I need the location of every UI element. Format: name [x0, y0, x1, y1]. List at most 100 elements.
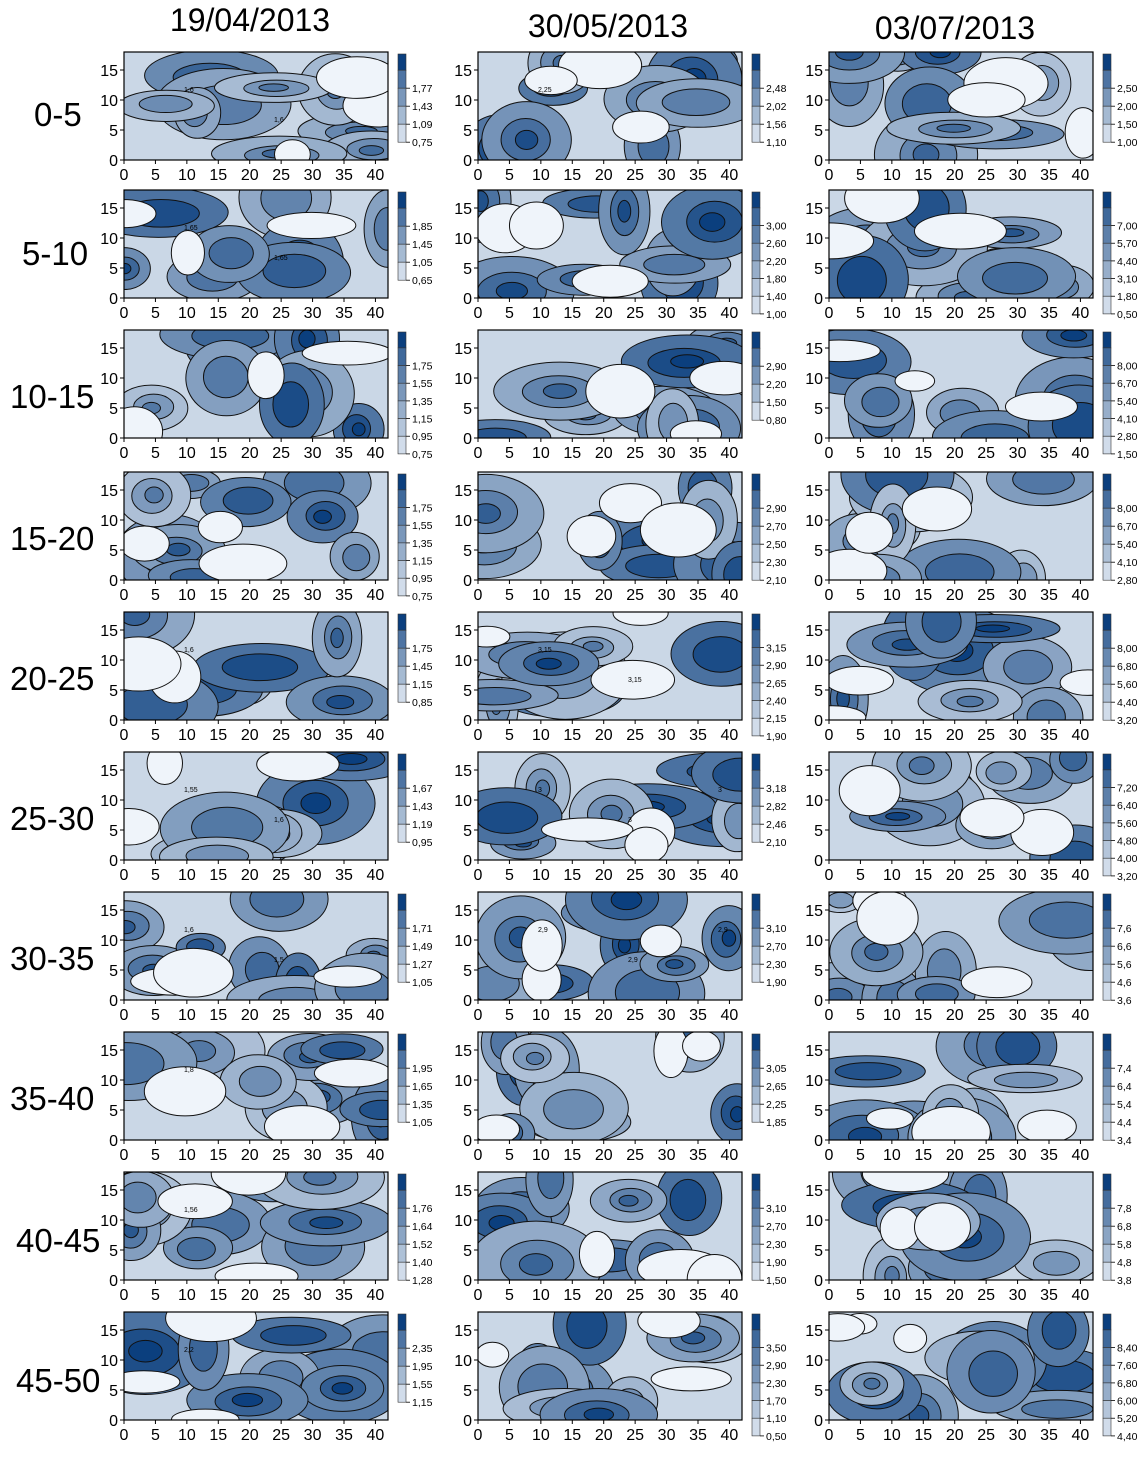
x-tick-label: 35 [335, 305, 353, 322]
colorbar-label: 2,50 [1117, 83, 1138, 95]
y-tick-label: 5 [814, 401, 823, 418]
x-tick-label: 40 [721, 1007, 739, 1024]
colorbar-label: 1,35 [412, 396, 433, 408]
contour-region [214, 1262, 299, 1280]
x-tick-label: 35 [689, 167, 707, 184]
x-tick-label: 30 [304, 727, 322, 744]
colorbar-label: 1,55 [412, 378, 433, 390]
contour-region [912, 143, 940, 160]
y-tick-label: 10 [100, 653, 118, 670]
colorbar-block [397, 1067, 407, 1087]
contour-region [661, 88, 731, 117]
contour-region [301, 340, 388, 366]
x-tick-label: 20 [241, 1427, 259, 1444]
contour-region [249, 892, 305, 918]
colorbar-label: 3,10 [1117, 274, 1138, 286]
x-tick-label: 15 [914, 445, 932, 462]
x-tick-label: 25 [272, 305, 290, 322]
x-tick-label: 25 [626, 1287, 644, 1304]
x-tick-label: 40 [1072, 1287, 1090, 1304]
contour-region [558, 52, 643, 90]
contour-region [578, 1230, 616, 1278]
contour-region [844, 190, 920, 224]
x-tick-label: 10 [883, 167, 901, 184]
contour-panel: 0 5 10 15 20 25 30 35 40 0 5 10 15 7,20 6,40 5,60 4,80 4,… [805, 751, 1138, 884]
x-tick-label: 35 [689, 1287, 707, 1304]
colorbar-label: 6,80 [1117, 1378, 1138, 1390]
colorbar-block [1102, 418, 1112, 437]
colorbar-block [1102, 123, 1112, 143]
x-tick-label: 40 [1072, 1427, 1090, 1444]
colorbar-block [751, 787, 761, 807]
colorbar-label: 1,15 [412, 556, 433, 568]
colorbar-block [751, 401, 761, 421]
x-tick-label: 20 [595, 1287, 613, 1304]
x-tick-label: 40 [721, 867, 739, 884]
colorbar-label: 2,10 [766, 575, 787, 587]
x-tick-label: 40 [367, 1427, 385, 1444]
contour-region [1064, 107, 1093, 159]
y-tick-label: 15 [805, 1323, 823, 1340]
y-tick-label: 0 [109, 291, 118, 308]
colorbar-block [751, 753, 761, 771]
contour-panel: 0 5 10 15 20 25 30 35 40 0 5 10 15 2,90 2,20 1,50 0,80 [454, 329, 787, 462]
colorbar-block [1102, 1400, 1112, 1419]
colorbar-block [1102, 822, 1112, 841]
contour-panel: 0 5 10 15 20 25 30 35 40 0 5 10 15 7,00 5,70 4,40 3,10 1,… [805, 189, 1138, 322]
x-tick-label: 10 [178, 1427, 196, 1444]
colorbar-block [1102, 543, 1112, 563]
colorbar-block [1102, 191, 1112, 209]
contour-region [618, 1194, 639, 1207]
y-tick-label: 5 [109, 123, 118, 140]
colorbar-label: 1,80 [766, 274, 787, 286]
contour-label: 1,6 [274, 817, 284, 824]
x-tick-label: 40 [1072, 167, 1090, 184]
x-tick-label: 30 [304, 1007, 322, 1024]
colorbar-label: 1,15 [412, 1397, 433, 1409]
colorbar-label: 4,10 [1117, 414, 1138, 426]
y-tick-label: 5 [463, 1243, 472, 1260]
colorbar-block [1102, 1261, 1112, 1281]
x-tick-label: 10 [883, 1287, 901, 1304]
x-tick-label: 35 [689, 867, 707, 884]
x-tick-label: 15 [209, 1287, 227, 1304]
x-tick-label: 5 [505, 867, 514, 884]
x-tick-label: 35 [335, 1007, 353, 1024]
y-tick-label: 5 [463, 963, 472, 980]
y-tick-label: 10 [454, 793, 472, 810]
y-tick-label: 0 [109, 993, 118, 1010]
colorbar-label: 1,64 [412, 1221, 433, 1233]
colorbar-label: 5,40 [1117, 396, 1138, 408]
colorbar-block [751, 945, 761, 965]
x-tick-label: 0 [120, 445, 129, 462]
x-tick-label: 40 [721, 305, 739, 322]
x-tick-label: 15 [563, 305, 581, 322]
contour-region [639, 924, 682, 958]
x-tick-label: 35 [1040, 1007, 1058, 1024]
y-tick-label: 0 [814, 1273, 823, 1290]
x-tick-label: 30 [304, 1427, 322, 1444]
colorbar-label: 0,80 [766, 415, 787, 427]
colorbar-label: 3,6 [1117, 995, 1132, 1007]
contour-region [692, 636, 742, 673]
colorbar-block [1102, 525, 1112, 545]
contour-panel: 1,6 1,5 0 5 10 15 20 25 30 35 40 0 5 10 15 1,71 1,49 1,27… [100, 891, 433, 1024]
y-tick-label: 10 [805, 231, 823, 248]
x-tick-label: 30 [658, 727, 676, 744]
plot-frame [123, 1031, 389, 1141]
contour-region [682, 1032, 721, 1062]
x-tick-label: 30 [1009, 305, 1027, 322]
x-tick-label: 35 [1040, 305, 1058, 322]
x-tick-label: 30 [304, 445, 322, 462]
colorbar-block [397, 1189, 407, 1209]
plot-frame [828, 751, 1094, 861]
y-tick-label: 15 [454, 201, 472, 218]
colorbar-label: 2,65 [766, 1081, 787, 1093]
plot-frame [477, 1171, 743, 1281]
contour-panel: 1,8 0 5 10 15 20 25 30 35 40 0 5 10 15 1,95 1,65 1,35 1,0… [100, 1031, 433, 1164]
colorbar-block [397, 577, 407, 597]
colorbar-block [751, 1033, 761, 1051]
colorbar-block [1102, 683, 1112, 703]
colorbar-block [397, 191, 407, 209]
contour-region [263, 1105, 341, 1140]
